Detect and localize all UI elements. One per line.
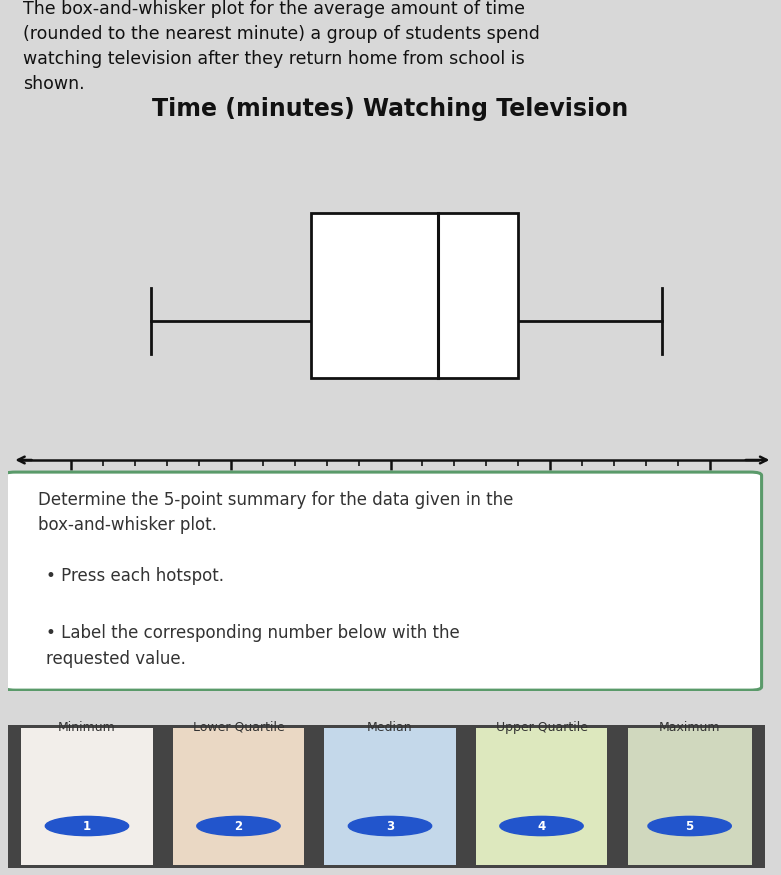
Text: 1: 1 bbox=[83, 820, 91, 832]
Text: • Press each hotspot.: • Press each hotspot. bbox=[45, 567, 223, 584]
Text: Minimum: Minimum bbox=[58, 721, 116, 734]
Text: Median: Median bbox=[367, 721, 413, 734]
Bar bbox=[21, 728, 152, 864]
Text: Upper Quartile: Upper Quartile bbox=[495, 721, 587, 734]
Bar bbox=[324, 728, 455, 864]
Bar bbox=[627, 728, 752, 864]
Bar bbox=[311, 213, 518, 377]
Circle shape bbox=[500, 816, 583, 836]
FancyBboxPatch shape bbox=[4, 473, 761, 690]
Circle shape bbox=[45, 816, 129, 836]
Text: Lower Quartile: Lower Quartile bbox=[193, 721, 284, 734]
Text: 5: 5 bbox=[686, 820, 694, 832]
Title: Time (minutes) Watching Television: Time (minutes) Watching Television bbox=[152, 97, 629, 121]
Bar bbox=[173, 728, 304, 864]
Text: • Label the corresponding number below with the
requested value.: • Label the corresponding number below w… bbox=[45, 625, 459, 668]
Text: Maximum: Maximum bbox=[659, 721, 720, 734]
Text: 4: 4 bbox=[537, 820, 546, 832]
Circle shape bbox=[197, 816, 280, 836]
Text: 3: 3 bbox=[386, 820, 394, 832]
Circle shape bbox=[648, 816, 731, 836]
Bar bbox=[8, 724, 765, 868]
Text: Determine the 5-point summary for the data given in the
box-and-whisker plot.: Determine the 5-point summary for the da… bbox=[38, 491, 513, 534]
Bar bbox=[476, 728, 607, 864]
Text: 2: 2 bbox=[234, 820, 243, 832]
Text: The box-and-whisker plot for the average amount of time
(rounded to the nearest : The box-and-whisker plot for the average… bbox=[23, 0, 540, 93]
Circle shape bbox=[348, 816, 432, 836]
